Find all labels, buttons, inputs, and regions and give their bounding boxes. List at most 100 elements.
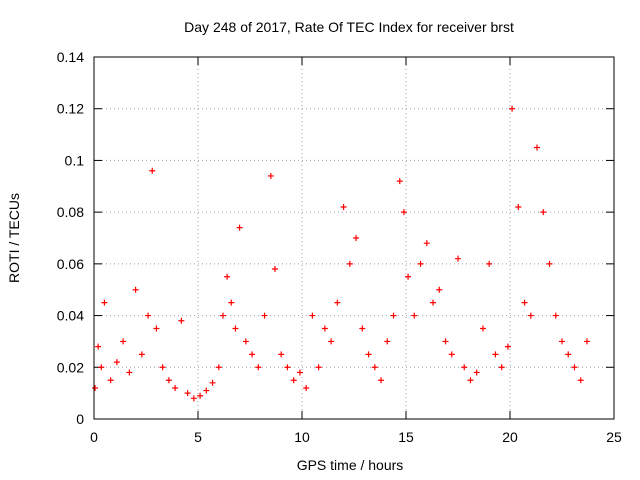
data-point (92, 384, 99, 391)
data-point (378, 377, 385, 384)
data-point (423, 240, 430, 247)
data-point (255, 364, 262, 371)
data-point (203, 387, 210, 394)
data-point (473, 369, 480, 376)
data-point (384, 338, 391, 345)
data-point (346, 260, 353, 267)
y-tick-label: 0.08 (57, 204, 84, 220)
data-point (328, 338, 335, 345)
data-point (430, 299, 437, 306)
data-point (442, 338, 449, 345)
data-point (138, 351, 145, 358)
x-tick-label: 20 (502, 429, 518, 445)
data-point (365, 351, 372, 358)
data-point (583, 338, 590, 345)
x-tick-label: 0 (90, 429, 98, 445)
plot-frame (93, 56, 615, 420)
data-point (224, 273, 231, 280)
x-tick-label: 15 (398, 429, 414, 445)
data-points (92, 105, 590, 402)
x-axis-ticks: 0 5 10 15 20 25 (90, 57, 622, 445)
data-point (461, 364, 468, 371)
data-point (126, 369, 133, 376)
data-point (577, 377, 584, 384)
data-point (209, 379, 216, 386)
data-point (340, 203, 347, 210)
data-point (120, 338, 127, 345)
y-axis-ticks: 0 0.02 0.04 0.06 0.08 0.1 0.12 0.14 (57, 49, 614, 427)
data-point (165, 377, 172, 384)
data-point (479, 325, 486, 332)
data-point (232, 325, 239, 332)
x-tick-label: 10 (294, 429, 310, 445)
data-point (309, 312, 316, 319)
data-point (113, 359, 120, 366)
data-point (559, 338, 565, 345)
data-point (353, 235, 360, 241)
y-tick-label: 0 (76, 411, 84, 427)
data-point (486, 260, 493, 267)
data-point (290, 377, 297, 384)
chart-title: Day 248 of 2017, Rate Of TEC Index for r… (184, 19, 514, 35)
x-tick-label: 25 (606, 429, 622, 445)
data-point (417, 260, 424, 267)
data-point (278, 351, 285, 358)
y-axis-label: ROTI / TECUs (6, 193, 22, 283)
y-tick-label: 0.02 (57, 359, 84, 375)
data-point (190, 395, 197, 402)
data-point (303, 384, 310, 391)
data-point (371, 364, 378, 371)
data-point (107, 377, 114, 384)
data-point (261, 312, 268, 319)
y-tick-label: 0.06 (57, 256, 84, 272)
data-point (515, 203, 522, 210)
data-point (436, 286, 443, 293)
data-point (101, 299, 108, 306)
data-point (359, 325, 366, 332)
data-point (284, 364, 291, 371)
data-point (215, 364, 222, 371)
data-point (197, 392, 204, 399)
data-point (178, 317, 185, 324)
y-tick-label: 0.1 (65, 152, 85, 168)
data-point (321, 325, 328, 332)
data-point (400, 209, 407, 216)
x-axis-label: GPS time / hours (297, 457, 404, 473)
data-point (159, 364, 166, 371)
data-point (411, 312, 418, 319)
y-tick-label: 0.04 (57, 308, 84, 324)
data-point (271, 266, 278, 273)
data-point (498, 364, 505, 371)
grid-lines (94, 57, 614, 419)
data-point (552, 312, 559, 319)
data-point (396, 178, 403, 185)
data-point (296, 369, 303, 376)
data-point (315, 364, 322, 371)
data-point (132, 286, 139, 293)
data-point (153, 325, 160, 332)
y-tick-label: 0.14 (57, 49, 84, 65)
data-point (405, 273, 412, 280)
data-point (504, 343, 511, 350)
data-point (145, 312, 152, 319)
data-point (455, 255, 461, 262)
data-point (565, 351, 572, 358)
data-point (509, 105, 516, 112)
y-tick-label: 0.12 (57, 101, 84, 117)
data-point (95, 343, 102, 350)
data-point (172, 384, 179, 391)
data-point (534, 144, 541, 151)
data-point (448, 351, 455, 358)
x-tick-label: 5 (194, 429, 202, 445)
data-point (521, 299, 528, 306)
data-point (98, 364, 105, 371)
data-point (467, 377, 474, 384)
data-point (540, 209, 547, 216)
data-point (527, 312, 534, 319)
data-point (571, 364, 578, 371)
data-point (184, 390, 191, 397)
data-point (149, 167, 156, 174)
data-point (236, 224, 243, 231)
data-point (390, 312, 397, 319)
data-point (228, 299, 235, 306)
